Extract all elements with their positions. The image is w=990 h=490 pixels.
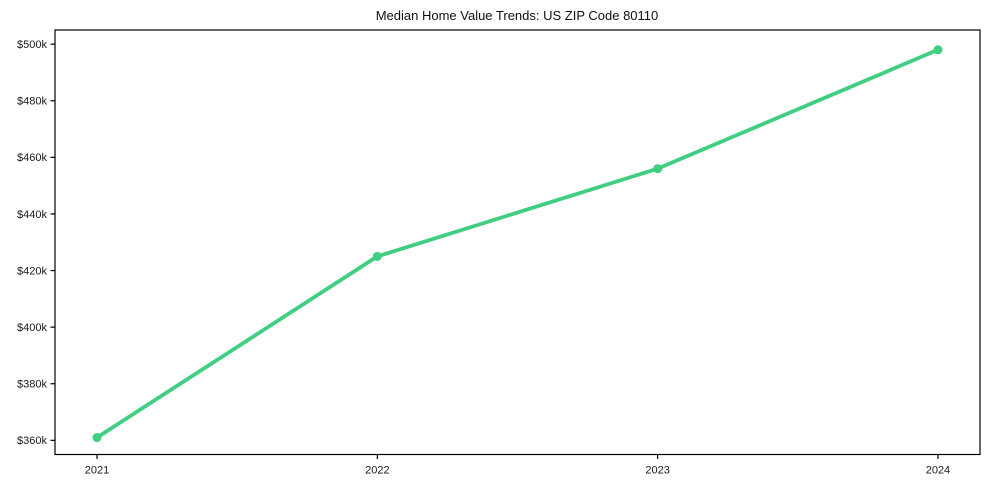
x-tick-label: 2023 — [645, 465, 669, 477]
data-point-marker — [92, 433, 102, 443]
y-tick-label: $460k — [17, 152, 47, 164]
x-tick-label: 2021 — [85, 465, 109, 477]
y-tick-label: $420k — [17, 265, 47, 277]
data-point-marker — [653, 164, 663, 174]
y-axis: $360k $380k $400k $420k $440k $460k $480k $500k — [17, 39, 55, 447]
plot-border — [54, 29, 981, 456]
x-tick-label: 2022 — [365, 465, 389, 477]
data-point-marker — [372, 251, 382, 261]
trend-line-series — [92, 45, 943, 443]
y-tick-label: $480k — [17, 96, 47, 108]
y-tick-label: $500k — [17, 39, 47, 51]
y-tick-label: $380k — [17, 379, 47, 391]
x-axis: 2021 2022 2023 2024 — [85, 454, 950, 477]
trend-line — [95, 47, 940, 440]
y-tick-label: $400k — [17, 322, 47, 334]
data-point-marker — [933, 45, 943, 55]
y-tick-label: $440k — [17, 209, 47, 221]
chart-title: Median Home Value Trends: US ZIP Code 80… — [376, 8, 659, 23]
x-tick-label: 2024 — [926, 465, 950, 477]
y-tick-label: $360k — [17, 435, 47, 447]
